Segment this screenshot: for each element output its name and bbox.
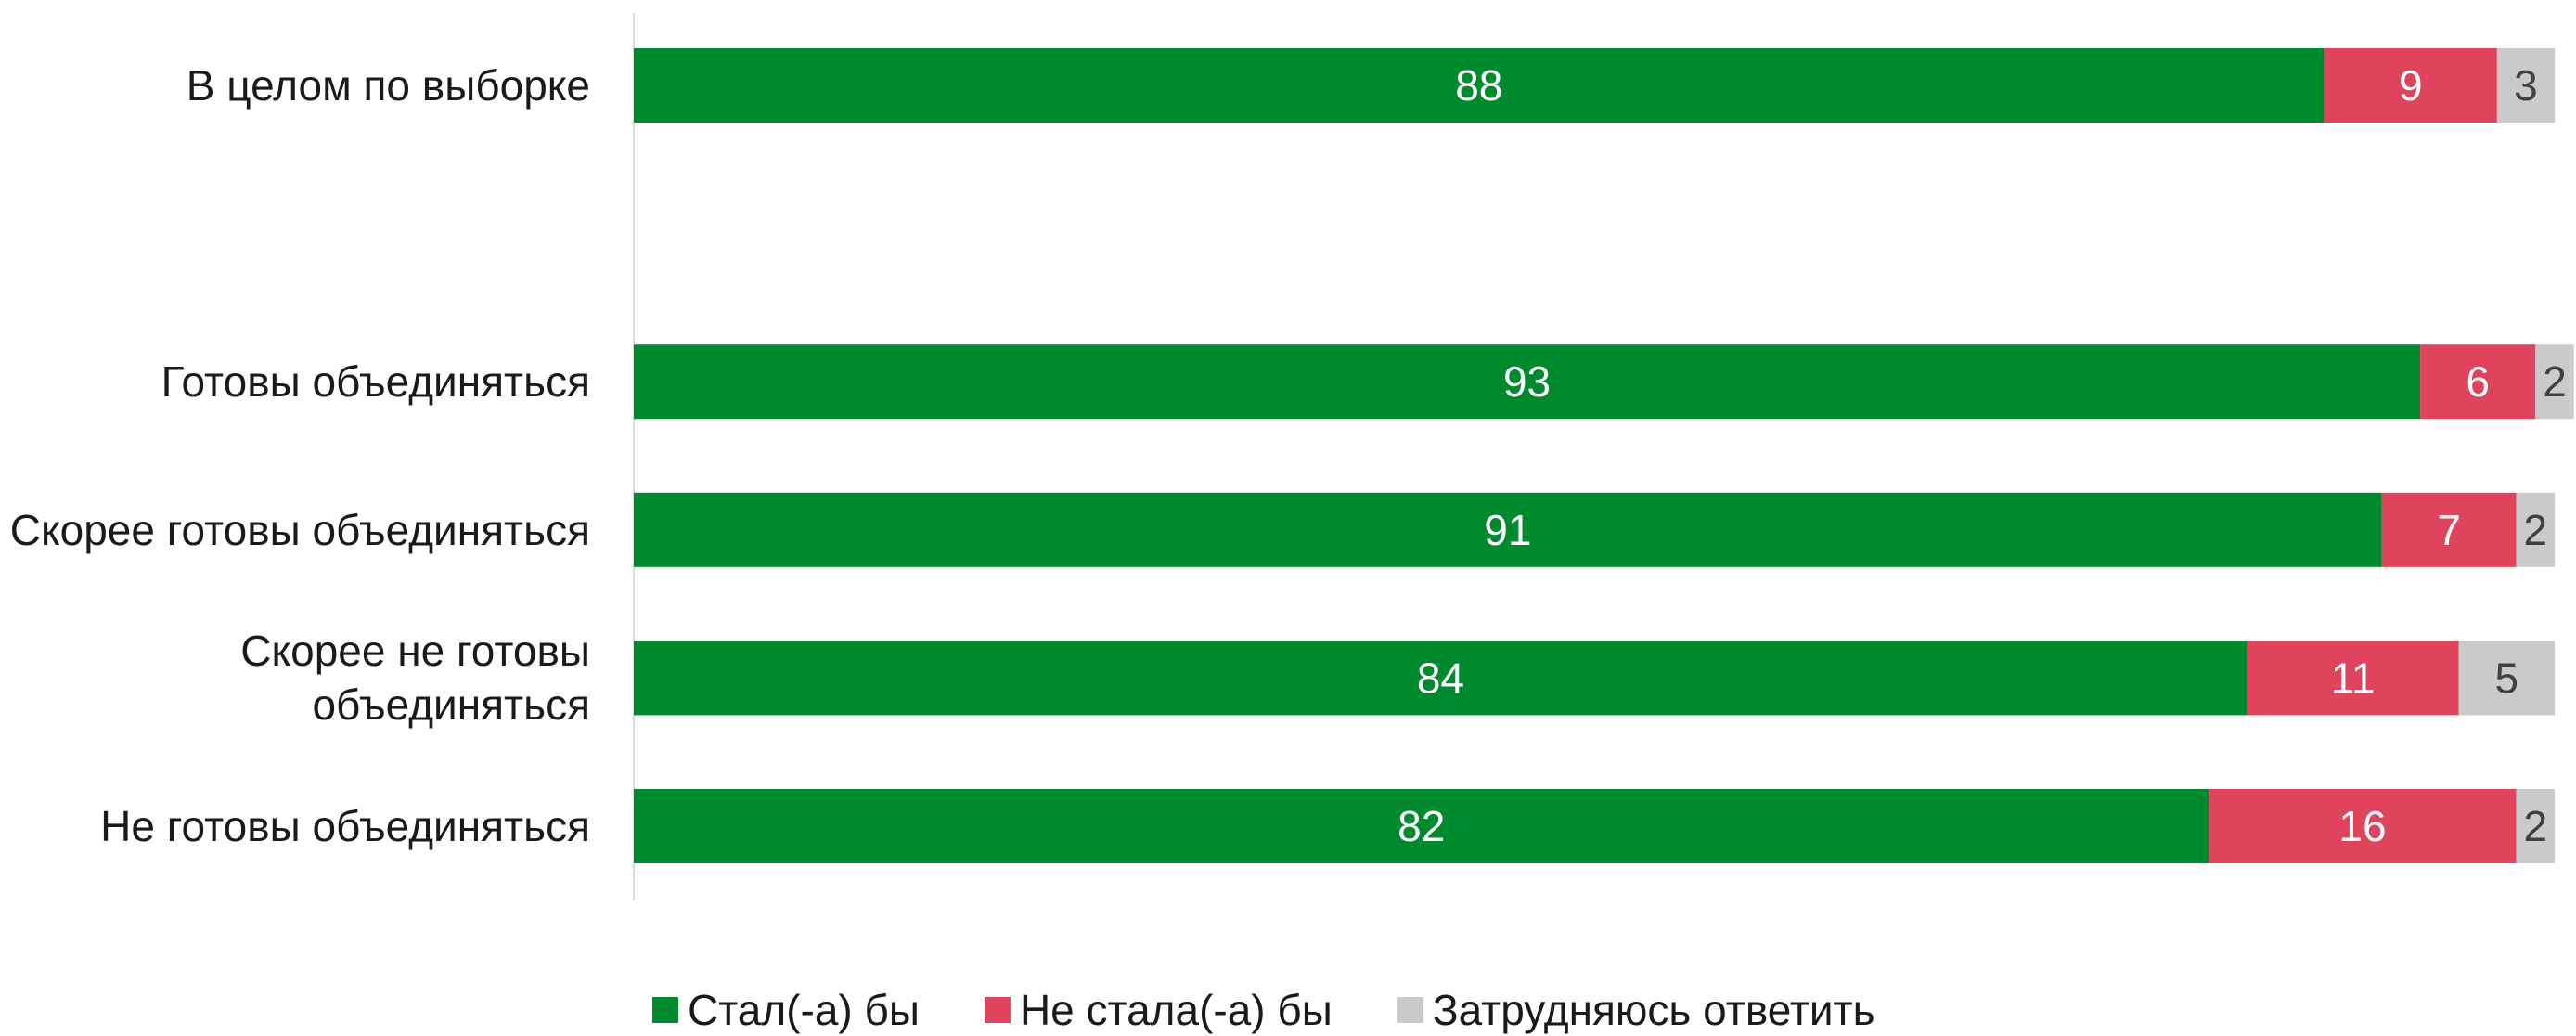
category-label: Готовы объединяться <box>161 357 590 407</box>
bar-segment <box>2420 344 2536 420</box>
legend-label: Затрудняюсь ответить <box>1433 986 1875 1034</box>
value-label: 2 <box>2524 802 2548 850</box>
bar-segment <box>634 48 2325 123</box>
value-label: 16 <box>2338 802 2386 850</box>
value-label: 91 <box>1484 506 1531 554</box>
bar-segment <box>2496 48 2555 123</box>
legend-swatch <box>1397 997 1423 1023</box>
bar-segment <box>2247 641 2459 716</box>
value-label: 9 <box>2399 61 2423 110</box>
value-label: 11 <box>2331 654 2376 702</box>
bar-segment <box>2535 344 2574 420</box>
category-label: Не готовы объединяться <box>100 802 590 850</box>
bar-segment <box>2381 492 2517 567</box>
value-label: 84 <box>1417 654 1464 702</box>
bar-segment <box>2209 789 2517 863</box>
bar-segment <box>2516 492 2555 567</box>
value-label: 82 <box>1397 802 1445 850</box>
bar-segment <box>634 789 2209 863</box>
category-label: В целом по выборке <box>186 61 590 110</box>
legend-label: Не стала(-а) бы <box>1020 986 1333 1034</box>
category-label: Скорее готовы объединяться <box>9 505 590 554</box>
bar-segment <box>634 344 2421 420</box>
value-label: 93 <box>1503 357 1551 406</box>
value-label: 2 <box>2524 506 2548 554</box>
value-label: 6 <box>2466 357 2490 406</box>
bar-segment <box>634 492 2382 567</box>
value-label: 3 <box>2514 61 2538 110</box>
bar-segment <box>2516 789 2555 863</box>
bar-segment <box>2458 641 2555 716</box>
bar-segment <box>2324 48 2497 123</box>
value-label: 88 <box>1455 61 1502 110</box>
value-label: 2 <box>2543 357 2567 406</box>
value-label: 7 <box>2437 506 2461 554</box>
category-label: Скорее не готовы объединяться <box>240 627 590 730</box>
legend-swatch <box>652 997 678 1023</box>
legend-label: Стал(-а) бы <box>688 986 920 1034</box>
legend-swatch <box>984 997 1011 1023</box>
bar-segment <box>634 641 2248 716</box>
value-label: 5 <box>2494 654 2518 702</box>
